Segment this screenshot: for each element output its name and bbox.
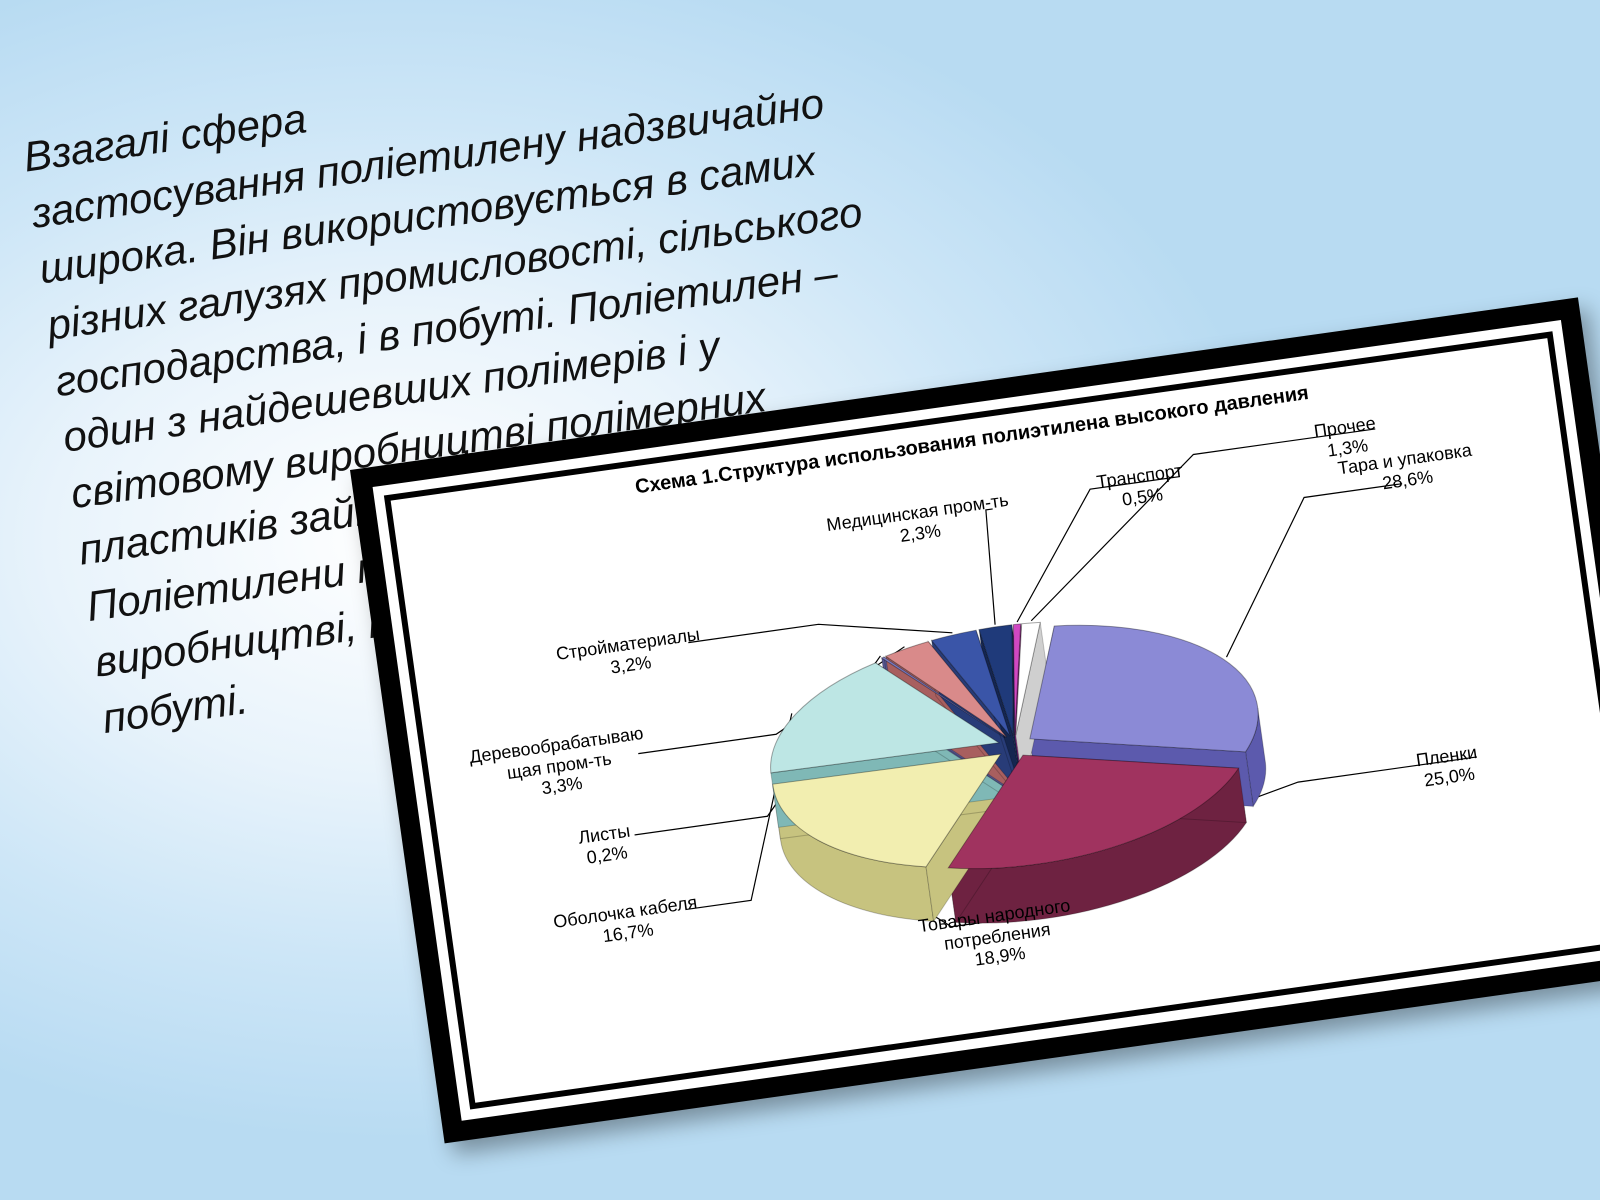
chart-frame-inner: Схема 1.Структура использования полиэтил… bbox=[384, 331, 1600, 1109]
slice-label: Листы 0,2% bbox=[577, 821, 634, 869]
chart-surface: Схема 1.Структура использования полиэтил… bbox=[391, 338, 1600, 1103]
slide: Взагалі сфера застосування поліетилену н… bbox=[0, 0, 1600, 1200]
chart-frame-mid: Схема 1.Структура использования полиэтил… bbox=[373, 320, 1600, 1121]
slice-label: Пленки 25,0% bbox=[1415, 742, 1481, 792]
slice-label: Прочее 1,3% bbox=[1313, 413, 1380, 463]
